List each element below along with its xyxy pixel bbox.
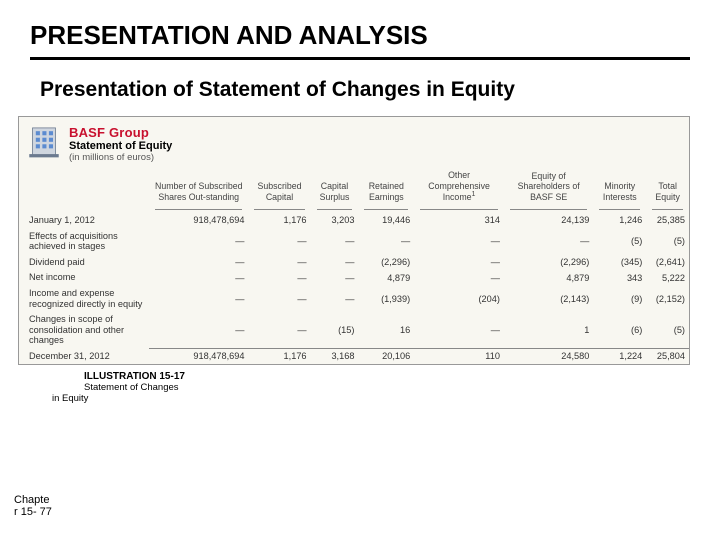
table-row: December 31, 2012918,478,6941,1763,16820… [19,348,689,364]
cell: (9) [593,285,646,311]
cell: — [504,228,593,254]
cell: — [248,254,310,270]
cell: — [248,285,310,311]
chapter-label: Chapter 15- 77 [14,494,52,518]
cell: — [248,312,310,349]
cell: (15) [311,312,359,349]
cell: — [358,228,414,254]
cell: 16 [358,312,414,349]
row-label: Changes in scope of consolidation and ot… [19,312,149,349]
cell: 1 [504,312,593,349]
cell: (2,641) [646,254,689,270]
cell: (2,152) [646,285,689,311]
cell: 4,879 [504,270,593,286]
statement-title: Statement of Equity [69,140,172,152]
cell: (5) [646,228,689,254]
cell: 24,139 [504,213,593,229]
col-header: Number of Subscribed Shares Out-standing [149,167,248,206]
cell: (1,939) [358,285,414,311]
row-label: Dividend paid [19,254,149,270]
cell: 4,879 [358,270,414,286]
cell: 1,246 [593,213,646,229]
cell: — [414,312,504,349]
cell: — [248,270,310,286]
illustration-desc: Statement of Changes [30,382,690,393]
cell: — [311,270,359,286]
cell: 20,106 [358,348,414,364]
cell: — [311,254,359,270]
cell: — [149,312,248,349]
sub-title: Presentation of Statement of Changes in … [30,78,690,102]
table-row: Net income———4,879—4,8793435,222 [19,270,689,286]
table-row: January 1, 2012918,478,6941,1763,20319,4… [19,213,689,229]
statement-units: (in millions of euros) [69,152,172,163]
cell: 25,804 [646,348,689,364]
cell: (204) [414,285,504,311]
cell: 1,176 [248,213,310,229]
cell: (2,296) [358,254,414,270]
col-header: Minority Interests [593,167,646,206]
cell: (2,296) [504,254,593,270]
cell: 918,478,694 [149,213,248,229]
col-header: Other Comprehensive Income1 [414,167,504,206]
equity-table-card: BASF Group Statement of Equity (in milli… [18,116,690,365]
main-title: PRESENTATION AND ANALYSIS [30,20,690,60]
cell: 5,222 [646,270,689,286]
row-label: Income and expense recognized directly i… [19,285,149,311]
cell: — [149,254,248,270]
cell: — [414,228,504,254]
table-row: Changes in scope of consolidation and ot… [19,312,689,349]
cell: 25,385 [646,213,689,229]
cell: — [311,285,359,311]
cell: (6) [593,312,646,349]
cell: — [311,228,359,254]
col-header: Capital Surplus [311,167,359,206]
equity-table: Number of Subscribed Shares Out-standing… [19,167,689,364]
cell: 314 [414,213,504,229]
col-header: Total Equity [646,167,689,206]
row-label: Effects of acquisitions achieved in stag… [19,228,149,254]
cell: — [414,270,504,286]
col-header: Retained Earnings [358,167,414,206]
table-row: Income and expense recognized directly i… [19,285,689,311]
cell: 343 [593,270,646,286]
cell: 1,224 [593,348,646,364]
cell: — [248,228,310,254]
cell: 24,580 [504,348,593,364]
cell: (345) [593,254,646,270]
col-header: Subscribed Capital [248,167,310,206]
cell: 1,176 [248,348,310,364]
table-row: Effects of acquisitions achieved in stag… [19,228,689,254]
cell: (5) [593,228,646,254]
cell: — [149,270,248,286]
brand-name: BASF Group [69,125,172,140]
table-header-row: Number of Subscribed Shares Out-standing… [19,167,689,206]
illustration-ref: ILLUSTRATION 15-17 [30,371,690,382]
building-icon [27,123,61,159]
cell: (5) [646,312,689,349]
cell: — [414,254,504,270]
cell: 3,168 [311,348,359,364]
table-row: Dividend paid———(2,296)—(2,296)(345)(2,6… [19,254,689,270]
cell: 19,446 [358,213,414,229]
cell: — [149,228,248,254]
cell: — [149,285,248,311]
row-label: January 1, 2012 [19,213,149,229]
row-label: December 31, 2012 [19,348,149,364]
cell: 110 [414,348,504,364]
cell: (2,143) [504,285,593,311]
row-label: Net income [19,270,149,286]
cell: 918,478,694 [149,348,248,364]
cell: 3,203 [311,213,359,229]
illustration-desc2: in Equity [30,393,690,404]
col-header: Equity of Shareholders of BASF SE [504,167,593,206]
